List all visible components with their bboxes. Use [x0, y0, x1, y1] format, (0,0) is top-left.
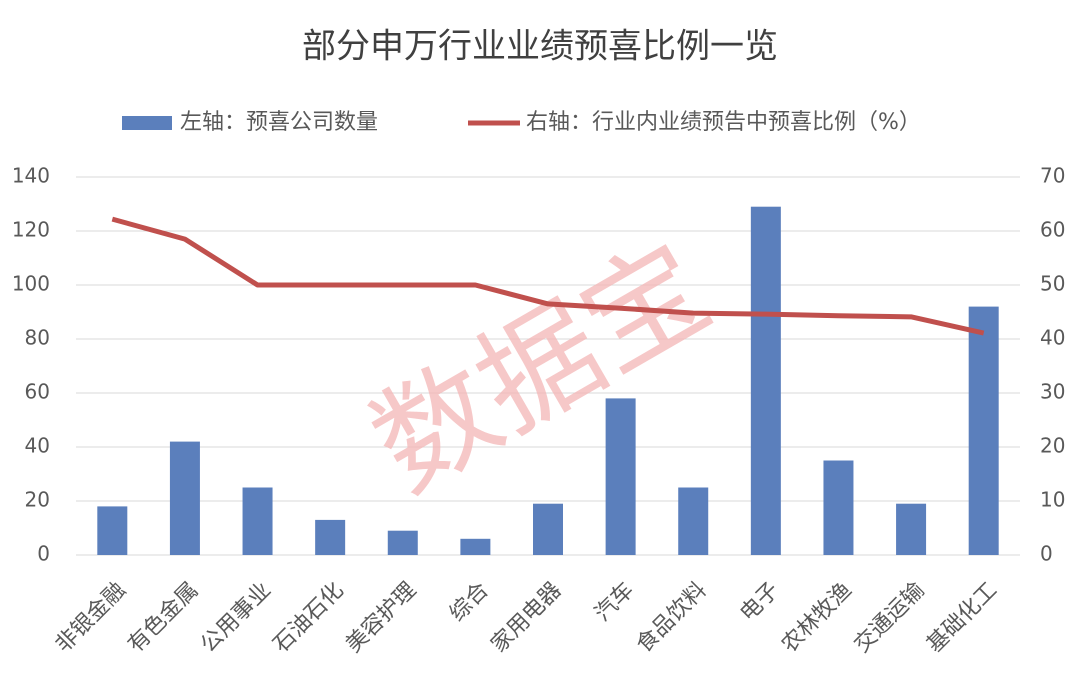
watermark: 数据宝	[350, 218, 731, 518]
y2-tick-label: 40	[1040, 326, 1065, 350]
y-tick-label: 120	[12, 218, 50, 242]
bar	[678, 487, 709, 555]
x-tick-label: 交通运输	[850, 578, 930, 658]
bar	[968, 306, 999, 555]
x-tick-label: 食品饮料	[632, 578, 712, 658]
bar	[460, 538, 491, 555]
x-tick-label: 汽车	[590, 578, 639, 627]
bar	[387, 530, 418, 555]
bar	[896, 503, 927, 555]
bar	[97, 506, 128, 555]
y-tick-label: 100	[12, 272, 50, 296]
legend-label: 右轴：行业内业绩预告中预喜比例（%）	[526, 110, 921, 135]
y-tick-label: 140	[12, 164, 50, 188]
x-tick-label: 有色金属	[123, 578, 203, 658]
x-tick-label: 电子	[736, 578, 785, 627]
x-tick-label: 公用事业	[196, 578, 276, 658]
y2-tick-label: 30	[1040, 380, 1065, 404]
chart-title: 部分申万行业业绩预喜比例一览	[302, 27, 778, 67]
line	[111, 216, 985, 336]
y2-tick-label: 10	[1040, 488, 1065, 512]
y2-tick-label: 50	[1040, 272, 1065, 296]
legend-swatch	[122, 116, 172, 130]
bar	[315, 519, 346, 555]
x-tick-label: 美容护理	[341, 578, 421, 658]
bar	[823, 460, 854, 555]
bar	[242, 487, 273, 555]
x-tick-label: 家用电器	[487, 578, 567, 658]
y2-tick-label: 60	[1040, 218, 1065, 242]
x-tick-label: 基础化工	[922, 578, 1002, 658]
x-tick-label: 非银金融	[51, 578, 131, 658]
y-tick-label: 0	[37, 542, 50, 566]
legend-label: 左轴：预喜公司数量	[180, 110, 378, 135]
bar	[533, 503, 563, 555]
y-tick-label: 60	[25, 380, 50, 404]
x-tick-label: 农林牧渔	[777, 578, 857, 658]
x-tick-label: 综合	[445, 578, 494, 627]
y2-tick-label: 70	[1040, 164, 1065, 188]
y-tick-label: 40	[25, 434, 50, 458]
bar	[169, 441, 200, 555]
y2-tick-label: 20	[1040, 434, 1065, 458]
y-tick-label: 20	[25, 488, 50, 512]
bar	[750, 206, 781, 555]
y2-tick-label: 0	[1040, 542, 1053, 566]
bar	[605, 398, 636, 555]
y-tick-label: 80	[25, 326, 50, 350]
x-tick-label: 石油石化	[269, 578, 349, 658]
